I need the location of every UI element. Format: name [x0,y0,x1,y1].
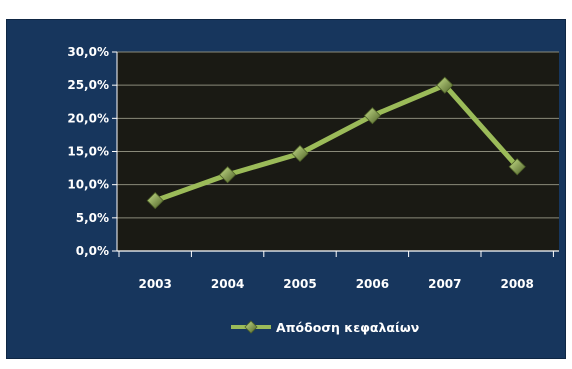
data-point-marker [146,192,164,210]
data-point-marker [436,76,454,94]
x-tick-label: 2007 [428,277,461,291]
y-tick-label: 0,0% [76,244,109,258]
legend-label: Απόδοση κεφαλαίων [276,320,419,335]
x-tick-label: 2003 [138,277,171,291]
y-tick-label: 15,0% [67,145,109,159]
data-point-marker [508,158,526,176]
series-group [146,76,526,210]
y-tick-label: 5,0% [76,211,109,225]
data-point-marker [363,107,381,125]
x-tick-label: 2005 [283,277,316,291]
data-point-marker [291,144,309,163]
y-tick-label: 25,0% [67,78,109,92]
x-tick-label: 2008 [500,277,533,291]
legend: Απόδοση κεφαλαίων [231,320,419,335]
legend-marker-icon [244,320,258,334]
y-axis: 0,0% 5,0% 10,0% 15,0% 20,0% 25,0% 30,0% [67,45,118,258]
x-tick-label: 2006 [356,277,389,291]
y-tick-label: 10,0% [67,178,109,192]
data-point-marker [219,166,237,184]
grid-lines [117,51,559,219]
series-line [152,82,520,204]
y-tick-label: 20,0% [67,111,109,125]
x-tick-label: 2004 [211,277,244,291]
y-tick-label: 30,0% [67,45,109,59]
x-axis: 2003 2004 2005 2006 2007 2008 [117,250,559,291]
